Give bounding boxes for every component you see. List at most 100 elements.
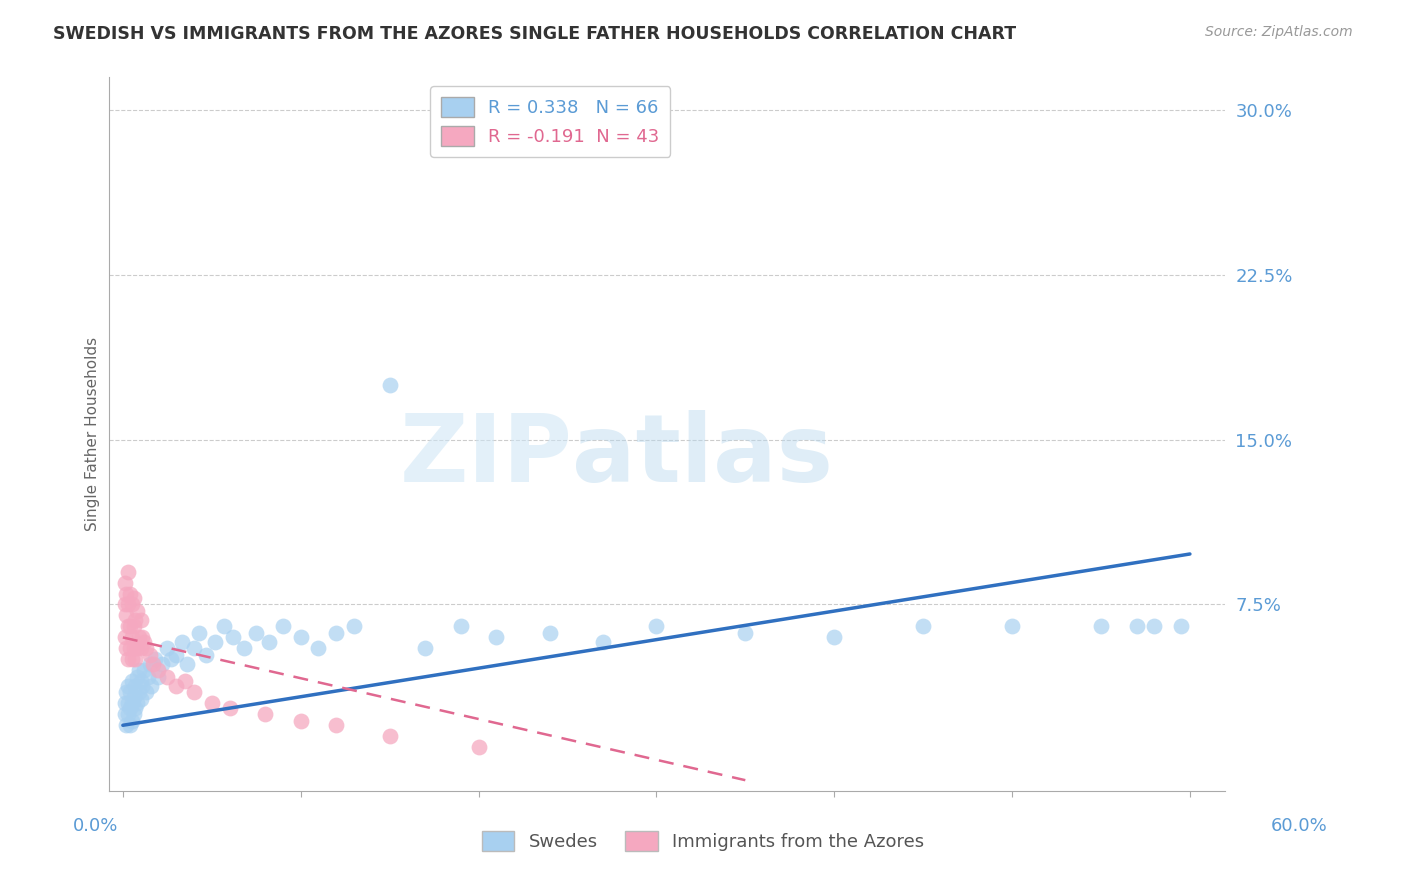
- Point: [114, 631, 136, 645]
- Point: [117, 652, 139, 666]
- Point: [124, 700, 146, 714]
- Point: [538, 626, 561, 640]
- Point: [245, 626, 267, 640]
- Y-axis label: Single Father Households: Single Father Households: [86, 337, 100, 532]
- Point: [121, 598, 143, 612]
- Point: [183, 685, 205, 699]
- Point: [115, 586, 138, 600]
- Point: [131, 679, 153, 693]
- Point: [734, 626, 756, 640]
- Point: [118, 700, 141, 714]
- Point: [188, 626, 211, 640]
- Point: [118, 685, 141, 699]
- Point: [254, 707, 277, 722]
- Point: [118, 641, 141, 656]
- Point: [290, 631, 312, 645]
- Point: [124, 613, 146, 627]
- Point: [117, 619, 139, 633]
- Text: atlas: atlas: [572, 409, 834, 501]
- Point: [121, 631, 143, 645]
- Point: [143, 652, 166, 666]
- Point: [131, 631, 153, 645]
- Point: [271, 619, 294, 633]
- Point: [1090, 619, 1112, 633]
- Point: [450, 619, 472, 633]
- Point: [134, 635, 156, 649]
- Point: [128, 685, 150, 699]
- Point: [117, 696, 139, 710]
- Point: [218, 700, 240, 714]
- Point: [165, 648, 187, 662]
- Point: [122, 690, 145, 704]
- Point: [122, 641, 145, 656]
- Point: [148, 664, 170, 678]
- Point: [121, 674, 143, 689]
- Point: [325, 718, 347, 732]
- Point: [114, 707, 136, 722]
- Point: [138, 657, 160, 671]
- Point: [117, 565, 139, 579]
- Point: [115, 718, 138, 732]
- Point: [201, 696, 224, 710]
- Point: [912, 619, 935, 633]
- Legend: R = 0.338   N = 66, R = -0.191  N = 43: R = 0.338 N = 66, R = -0.191 N = 43: [430, 87, 671, 157]
- Point: [148, 670, 170, 684]
- Point: [1143, 619, 1166, 633]
- Point: [176, 657, 198, 671]
- Point: [1125, 619, 1147, 633]
- Point: [413, 641, 436, 656]
- Point: [127, 670, 149, 684]
- Point: [117, 679, 139, 693]
- Point: [129, 613, 152, 627]
- Legend: Swedes, Immigrants from the Azores: Swedes, Immigrants from the Azores: [475, 823, 931, 858]
- Point: [138, 648, 160, 662]
- Point: [118, 619, 141, 633]
- Point: [121, 696, 143, 710]
- Point: [204, 635, 226, 649]
- Point: [127, 604, 149, 618]
- Point: [150, 657, 173, 671]
- Point: [290, 714, 312, 728]
- Point: [122, 619, 145, 633]
- Point: [122, 591, 145, 605]
- Point: [174, 674, 197, 689]
- Point: [127, 696, 149, 710]
- Point: [170, 635, 193, 649]
- Point: [183, 641, 205, 656]
- Point: [115, 608, 138, 623]
- Point: [135, 685, 157, 699]
- Point: [124, 652, 146, 666]
- Point: [378, 377, 401, 392]
- Point: [121, 714, 143, 728]
- Point: [117, 707, 139, 722]
- Point: [115, 641, 138, 656]
- Point: [645, 619, 668, 633]
- Text: 60.0%: 60.0%: [1271, 817, 1327, 835]
- Point: [257, 635, 280, 649]
- Point: [325, 626, 347, 640]
- Point: [127, 641, 149, 656]
- Point: [467, 740, 489, 755]
- Point: [117, 598, 139, 612]
- Text: 0.0%: 0.0%: [73, 817, 118, 835]
- Text: SWEDISH VS IMMIGRANTS FROM THE AZORES SINGLE FATHER HOUSEHOLDS CORRELATION CHART: SWEDISH VS IMMIGRANTS FROM THE AZORES SI…: [53, 25, 1017, 43]
- Point: [343, 619, 366, 633]
- Text: Source: ZipAtlas.com: Source: ZipAtlas.com: [1205, 25, 1353, 39]
- Point: [118, 586, 141, 600]
- Point: [308, 641, 330, 656]
- Point: [114, 575, 136, 590]
- Point: [122, 707, 145, 722]
- Point: [115, 685, 138, 699]
- Point: [485, 631, 508, 645]
- Point: [232, 641, 254, 656]
- Point: [136, 670, 159, 684]
- Point: [114, 696, 136, 710]
- Point: [142, 657, 165, 671]
- Point: [156, 641, 179, 656]
- Point: [1001, 619, 1024, 633]
- Point: [222, 631, 245, 645]
- Point: [195, 648, 218, 662]
- Point: [378, 729, 401, 743]
- Point: [212, 619, 235, 633]
- Point: [124, 679, 146, 693]
